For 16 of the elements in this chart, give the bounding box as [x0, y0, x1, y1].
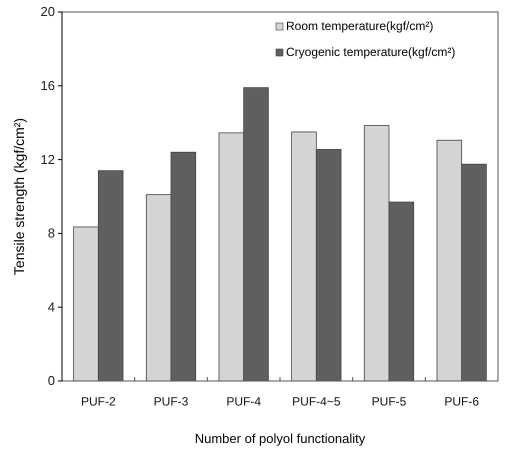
y-axis-title: Tensile strength (kgf/cm²) [11, 118, 27, 276]
y-tick-label: 16 [40, 78, 55, 93]
y-tick-label: 8 [48, 226, 55, 241]
y-tick-label: 20 [40, 4, 55, 20]
legend-label: Cryogenic temperature(kgf/cm²) [286, 45, 456, 59]
y-tick-label: 12 [40, 152, 55, 167]
x-tick-label: PUF-4~5 [292, 394, 341, 409]
x-tick-label: PUF-6 [444, 394, 480, 409]
y-tick-label: 4 [48, 299, 55, 314]
x-axis-title: Number of polyol functionality [194, 431, 366, 446]
x-tick-label: PUF-2 [80, 394, 116, 409]
x-tick-label: PUF-4 [226, 394, 262, 409]
y-tick-label: 0 [48, 373, 55, 388]
x-tick-label: PUF-3 [154, 394, 189, 409]
x-tick-label: PUF-5 [372, 394, 407, 409]
legend-label: Room temperature(kgf/cm²) [286, 19, 434, 33]
